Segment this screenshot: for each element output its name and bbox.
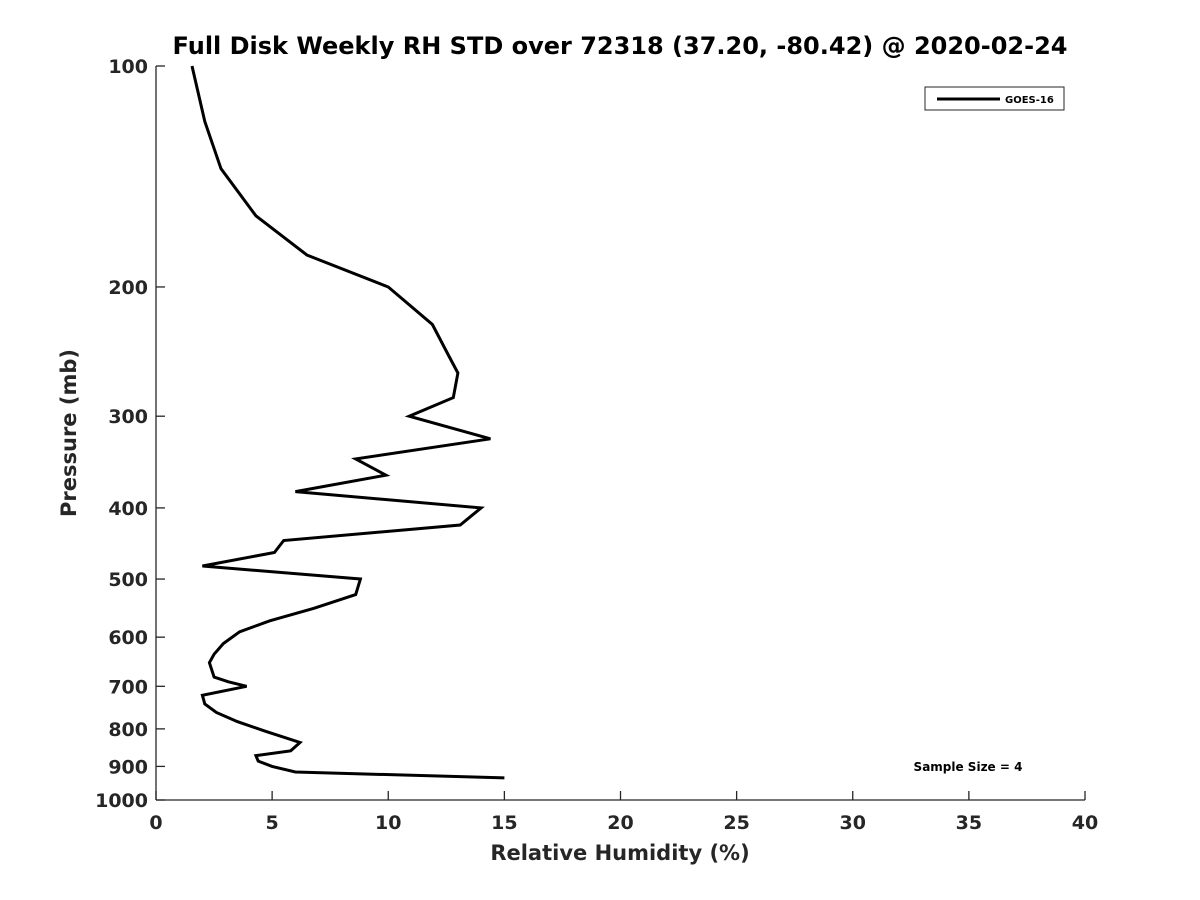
- y-tick-label: 1000: [95, 790, 148, 812]
- x-tick-label: 10: [375, 812, 401, 834]
- y-tick-label: 300: [108, 406, 148, 428]
- x-tick-label: 0: [149, 812, 162, 834]
- legend: GOES-16: [924, 86, 1065, 111]
- sample-size-annotation: Sample Size = 4: [914, 760, 1023, 774]
- x-tick-label: 35: [956, 812, 982, 834]
- y-tick-label: 100: [108, 56, 148, 78]
- y-tick-label: 400: [108, 498, 148, 520]
- y-tick-label: 200: [108, 277, 148, 299]
- x-tick-label: 40: [1072, 812, 1098, 834]
- y-tick-label: 900: [108, 756, 148, 778]
- x-axis-ticks: 0 5 10 15 20 25 30 35 40: [149, 791, 1098, 834]
- x-tick-label: 20: [607, 812, 633, 834]
- y-axis-ticks: 100 200 300 400 500 600 700 800 900 1000: [95, 56, 165, 812]
- series-line-goes-16: [190, 65, 505, 780]
- y-tick-label: 800: [108, 719, 148, 741]
- y-axis-label: Pressure (mb): [57, 349, 81, 517]
- y-tick-label: 700: [108, 676, 148, 698]
- legend-entry-goes-16: GOES-16: [1005, 95, 1054, 106]
- x-tick-label: 25: [723, 812, 749, 834]
- series-layer: [190, 65, 505, 780]
- x-axis-label: Relative Humidity (%): [490, 841, 749, 865]
- x-tick-label: 5: [266, 812, 279, 834]
- chart-title: Full Disk Weekly RH STD over 72318 (37.2…: [173, 32, 1068, 60]
- x-tick-label: 30: [840, 812, 866, 834]
- y-tick-label: 500: [108, 569, 148, 591]
- y-tick-label: 600: [108, 627, 148, 649]
- x-tick-label: 15: [491, 812, 517, 834]
